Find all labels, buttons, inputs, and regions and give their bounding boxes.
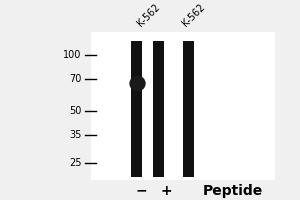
- Bar: [183, 41, 194, 177]
- Text: 35: 35: [69, 130, 82, 140]
- Text: 100: 100: [63, 50, 82, 60]
- Text: 70: 70: [69, 74, 82, 84]
- Text: Peptide: Peptide: [203, 184, 263, 198]
- Bar: [131, 41, 142, 177]
- Text: 25: 25: [69, 158, 82, 168]
- Bar: [153, 41, 164, 177]
- Ellipse shape: [129, 76, 146, 91]
- Text: −: −: [135, 184, 147, 198]
- Text: +: +: [160, 184, 172, 198]
- Text: K-562: K-562: [180, 2, 207, 29]
- Text: 50: 50: [69, 106, 82, 116]
- Text: K-562: K-562: [136, 2, 162, 29]
- Bar: [91, 32, 275, 180]
